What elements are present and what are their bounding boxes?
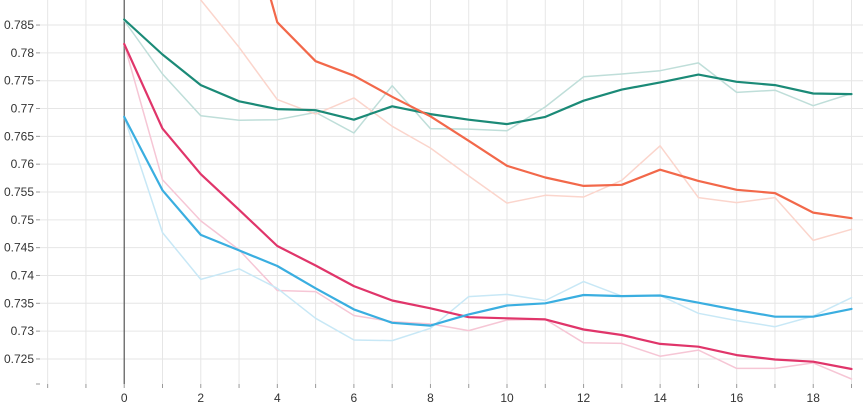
y-tick-label: 0.75 [11,213,35,227]
y-tick-label: 0.745 [4,241,34,255]
grid [40,0,863,384]
raw-series-lines [123,0,853,380]
x-tick-label: 8 [427,391,434,405]
series-3-raw-line [123,116,853,342]
x-tick-label: 2 [197,391,204,405]
series-3-smoothed-line [123,115,853,327]
y-tick-label: 0.735 [4,296,34,310]
y-tick-label: 0.78 [11,46,35,60]
series-2-smoothed-line [123,42,853,371]
x-tick-label: 18 [807,391,821,405]
series-0-smoothed-line [123,18,853,126]
y-tick-label: 0.77 [11,102,35,116]
x-tick-label: 14 [653,391,667,405]
y-tick-label: 0.73 [11,324,35,338]
axes: 0.725 0.73 0.735 0.74 0.745 0.75 0.755 0.76 0.76… [4,18,853,405]
x-tick-label: 12 [577,391,591,405]
smoothed-series-lines [123,0,853,371]
series-0-raw-line [123,19,853,134]
series-1-raw-line [200,0,853,242]
x-tick-label: 4 [274,391,281,405]
y-tick-label: 0.755 [4,185,34,199]
x-tick-label: 0 [121,391,128,405]
series-2-raw-line [123,43,853,380]
y-tick-label: 0.765 [4,129,34,143]
y-tick-label: 0.775 [4,74,34,88]
y-tick-label: 0.785 [4,18,34,32]
x-tick-label: 6 [351,391,358,405]
y-tick-label: 0.76 [11,157,35,171]
series-1-smoothed-line [269,0,853,220]
y-tick-label: 0.74 [11,268,35,282]
y-tick-label: 0.725 [4,352,34,366]
x-tick-label: 16 [730,391,744,405]
x-tick-label: 10 [500,391,514,405]
